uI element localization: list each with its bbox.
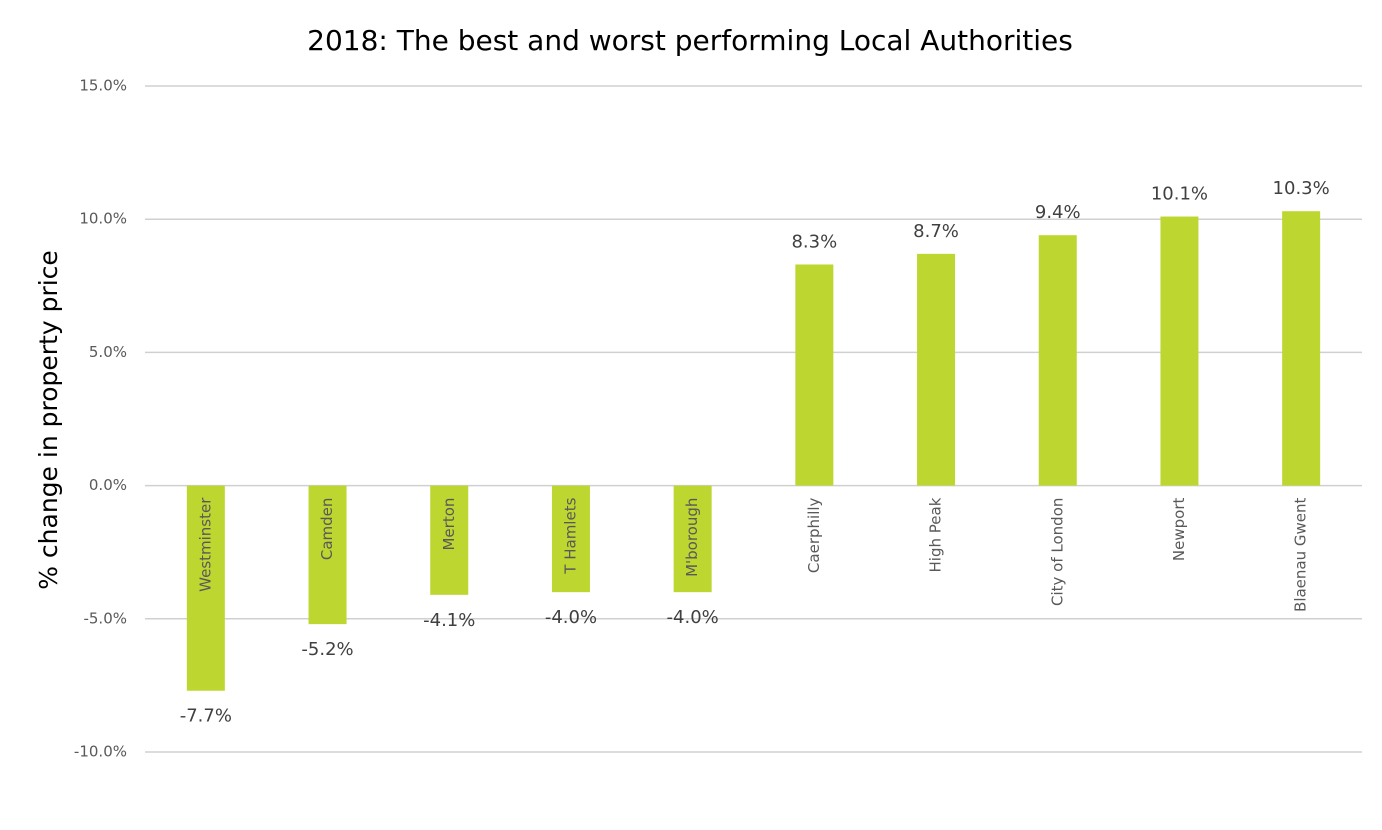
y-tick-label: 10.0% xyxy=(79,210,127,228)
value-label: 8.3% xyxy=(791,231,837,252)
x-tick-label: Merton xyxy=(440,498,458,551)
x-tick-label: City of London xyxy=(1048,498,1066,606)
bar xyxy=(917,253,956,486)
x-tick-label: T Hamlets xyxy=(561,497,579,574)
bar xyxy=(1160,216,1199,486)
x-tick-label: Westminster xyxy=(196,497,214,592)
value-label: 9.4% xyxy=(1035,202,1081,223)
x-tick-label: Blaenau Gwent xyxy=(1292,497,1310,611)
bar xyxy=(673,485,712,593)
value-label: -7.7% xyxy=(180,706,232,727)
chart-title: 2018: The best and worst performing Loca… xyxy=(307,24,1073,57)
y-tick-label: 5.0% xyxy=(89,343,127,361)
x-tick-label: Caerphilly xyxy=(805,497,823,573)
bar xyxy=(1282,211,1321,486)
value-label: -5.2% xyxy=(301,639,353,660)
x-tick-label: Newport xyxy=(1170,497,1188,561)
x-tick-label: High Peak xyxy=(927,497,945,572)
y-tick-label: 15.0% xyxy=(79,77,127,95)
x-tick-label: M'borough xyxy=(683,498,701,577)
bar xyxy=(795,264,834,486)
y-tick-label: 0.0% xyxy=(89,476,127,494)
value-label: 8.7% xyxy=(913,221,959,242)
y-tick-label: -5.0% xyxy=(83,609,127,627)
y-tick-label: -10.0% xyxy=(74,743,127,761)
bar xyxy=(551,485,590,593)
value-label: 10.1% xyxy=(1151,184,1208,205)
bar xyxy=(430,485,469,595)
y-axis-label: % change in property price xyxy=(34,250,63,590)
value-label: -4.0% xyxy=(545,607,597,628)
value-label: -4.1% xyxy=(423,610,475,631)
value-label: -4.0% xyxy=(667,607,719,628)
bar xyxy=(186,485,225,691)
value-label: 10.3% xyxy=(1273,178,1330,199)
bar xyxy=(308,485,347,625)
x-tick-label: Camden xyxy=(318,498,336,561)
bar xyxy=(1038,235,1077,486)
